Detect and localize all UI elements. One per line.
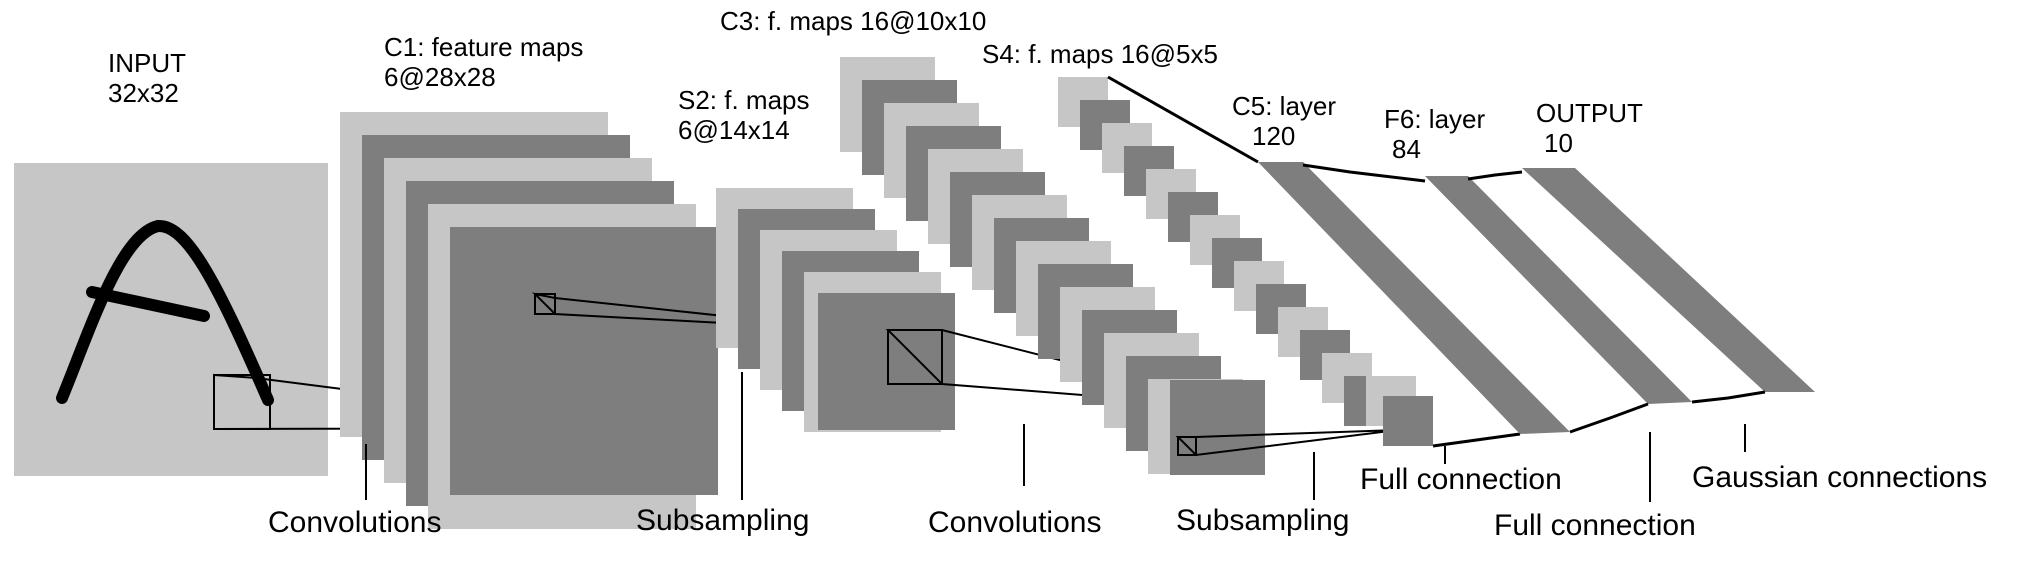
c1-receptive-field bbox=[534, 293, 556, 315]
output-label: OUTPUT bbox=[1536, 98, 1643, 128]
c5-size-label: 120 bbox=[1252, 121, 1295, 151]
subsampling-1-label: Subsampling bbox=[636, 504, 809, 537]
s4-map-16 bbox=[1383, 396, 1433, 446]
c3-label: C3: f. maps 16@10x10 bbox=[720, 6, 986, 36]
c1-stack bbox=[340, 112, 856, 529]
subsampling-2-label: Subsampling bbox=[1176, 504, 1349, 537]
input-glyph-a bbox=[56, 220, 274, 406]
f6-to-output-connection-bottom bbox=[1691, 390, 1766, 404]
input-plane bbox=[14, 163, 328, 476]
s2-label: S2: f. maps bbox=[678, 85, 810, 115]
c3-map-16 bbox=[1170, 380, 1265, 475]
s4-stack bbox=[1058, 75, 1521, 448]
c5-to-f6-connection-bottom bbox=[1569, 402, 1649, 434]
operation-ticks bbox=[365, 372, 1746, 502]
full-connection-2-label: Full connection bbox=[1494, 509, 1696, 542]
output-bar bbox=[1522, 168, 1815, 392]
output-size-label: 10 bbox=[1544, 128, 1573, 158]
input-size-label: 32x32 bbox=[108, 78, 179, 108]
s4-to-c5-line-top bbox=[1107, 75, 1259, 164]
f6-bar bbox=[1425, 176, 1692, 404]
c3-stack bbox=[840, 57, 1399, 475]
s2-map-6 bbox=[818, 293, 955, 430]
convolutions-2-label: Convolutions bbox=[928, 506, 1101, 539]
s2-size-label: 6@14x14 bbox=[678, 115, 790, 145]
c1-size-label: 6@28x28 bbox=[384, 62, 496, 92]
s4-to-c5-line-bottom bbox=[1432, 432, 1521, 448]
f6-to-output-connection-top bbox=[1467, 170, 1523, 181]
input-label: INPUT bbox=[108, 48, 186, 78]
f6-size-label: 84 bbox=[1392, 134, 1421, 164]
c1-label: C1: feature maps bbox=[384, 32, 583, 62]
gaussian-connections-label: Gaussian connections bbox=[1692, 461, 1987, 494]
c1-map-6 bbox=[450, 227, 718, 495]
s2-stack bbox=[716, 188, 1249, 432]
convolutions-1-label: Convolutions bbox=[268, 506, 441, 539]
s4-label: S4: f. maps 16@5x5 bbox=[982, 39, 1218, 69]
c5-to-f6-connection-top bbox=[1302, 163, 1426, 183]
dense-layers bbox=[1258, 162, 1815, 434]
c5-label: C5: layer bbox=[1232, 91, 1336, 121]
full-connection-1-label: Full connection bbox=[1360, 463, 1562, 496]
input-layer bbox=[14, 163, 649, 476]
f6-label: F6: layer bbox=[1384, 104, 1485, 134]
c5-bar bbox=[1258, 162, 1570, 434]
